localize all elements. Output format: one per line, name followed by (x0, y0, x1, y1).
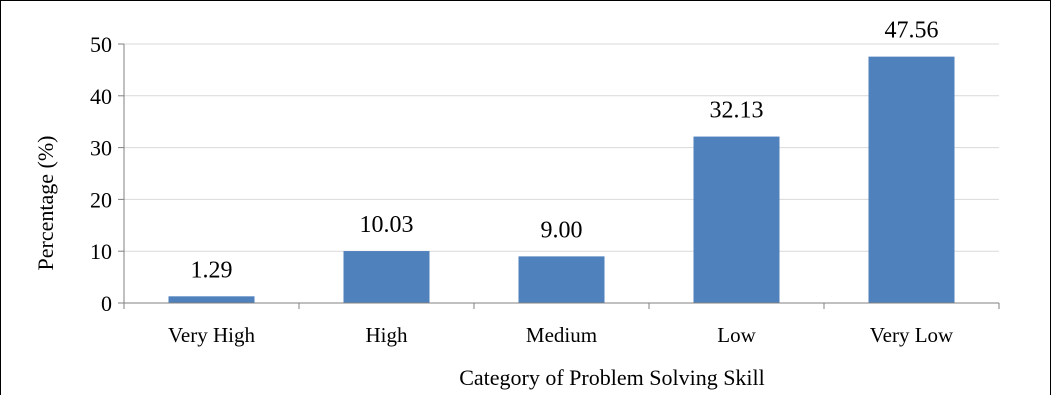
data-label: 32.13 (710, 98, 764, 124)
data-label: 1.29 (191, 257, 233, 283)
bar (518, 256, 605, 303)
x-tick-label: Very Low (870, 323, 954, 347)
data-label: 10.03 (360, 212, 414, 238)
x-tick-label: High (366, 323, 409, 347)
data-labels: 1.29 10.03 9.00 32.13 47.56 (191, 18, 939, 284)
x-tick-label: Very High (168, 323, 255, 347)
y-tick-label: 50 (90, 32, 112, 57)
x-axis-title: Category of Problem Solving Skill (459, 365, 765, 390)
y-tick-label: 10 (90, 239, 112, 264)
x-tick-label: Medium (526, 323, 597, 347)
y-tick-label: 20 (90, 187, 112, 212)
axes (118, 43, 1000, 309)
y-tick-label: 30 (90, 136, 112, 161)
gridlines (124, 43, 999, 252)
bar (868, 56, 955, 304)
y-axis-title: Percentage (%) (33, 136, 58, 271)
y-tick-labels: 0 10 20 30 40 50 (90, 32, 112, 316)
y-tick-label: 0 (101, 291, 112, 316)
bar (343, 251, 430, 303)
x-tick-labels: Very High High Medium Low Very Low (168, 323, 954, 347)
x-tick-label: Low (717, 323, 756, 347)
y-tick-label: 40 (90, 84, 112, 109)
data-label: 9.00 (541, 217, 583, 243)
bars (168, 56, 955, 304)
data-label: 47.56 (885, 18, 939, 44)
bar (693, 136, 780, 303)
bar (168, 296, 255, 303)
